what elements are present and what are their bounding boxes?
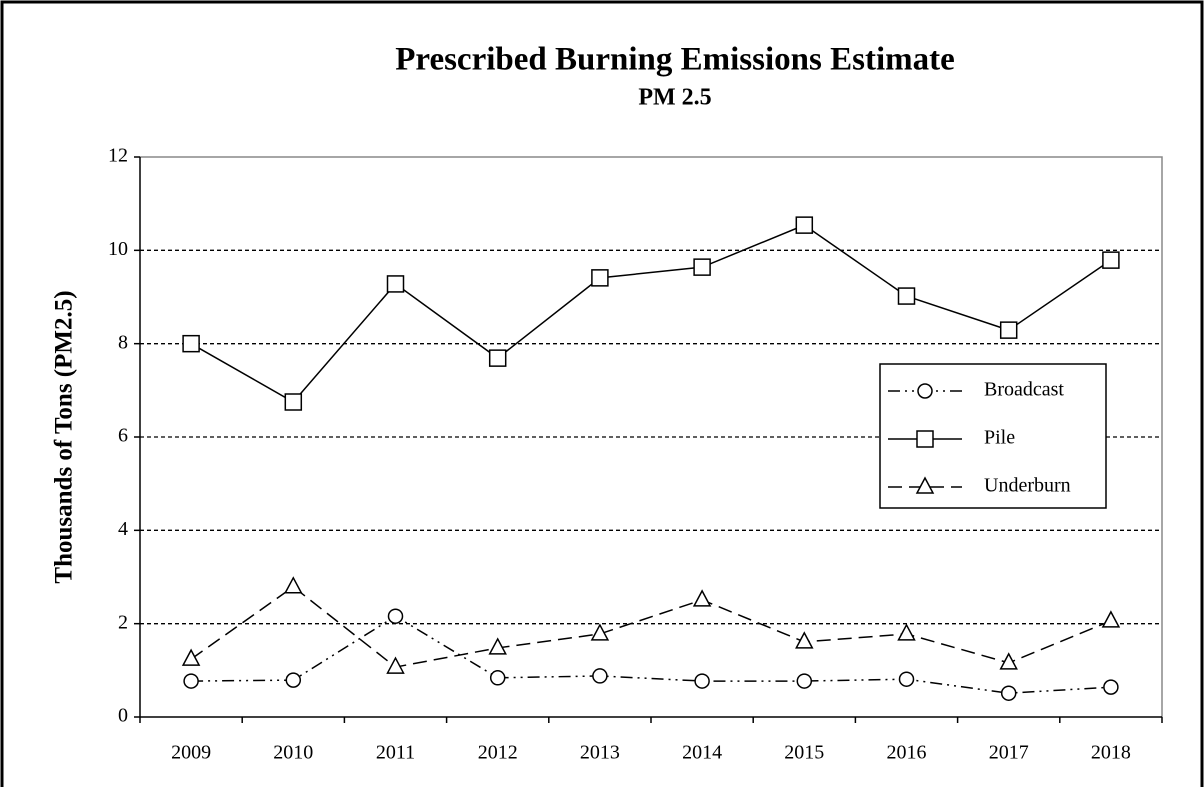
legend: Broadcast Pile Underburn: [879, 363, 1107, 509]
legend-label: Pile: [984, 427, 1015, 449]
marker: [915, 476, 935, 494]
x-tick-label: 2010: [273, 742, 313, 764]
marker: [285, 672, 302, 688]
marker: [182, 334, 200, 353]
legend-label: Broadcast: [984, 379, 1064, 401]
y-tick-label: 4: [118, 518, 128, 540]
marker: [590, 623, 610, 641]
marker: [999, 652, 1018, 670]
y-axis-label: Thousands of Tons (PM2.5): [51, 290, 78, 583]
chart-title: Prescribed Burning Emissions Estimate: [395, 42, 955, 78]
series-line: [190, 585, 1112, 668]
y-tick-label: 2: [118, 611, 128, 633]
marker: [796, 673, 813, 689]
marker: [916, 430, 934, 448]
x-tick-label: 2017: [989, 742, 1029, 764]
chart-subtitle: PM 2.5: [638, 85, 711, 111]
marker: [387, 608, 404, 624]
marker: [1103, 679, 1119, 695]
marker: [386, 275, 405, 293]
x-tick-label: 2016: [887, 742, 927, 764]
marker: [1101, 610, 1121, 628]
marker: [795, 216, 814, 234]
marker: [1102, 251, 1120, 269]
marker: [591, 269, 609, 287]
y-tick-label: 12: [108, 145, 128, 167]
marker: [1000, 685, 1017, 701]
marker: [693, 258, 711, 276]
legend-label: Underburn: [984, 475, 1071, 497]
x-tick-label: 2012: [478, 742, 518, 764]
x-tick-label: 2011: [376, 742, 415, 764]
marker: [592, 668, 608, 684]
y-tick-label: 8: [118, 331, 128, 353]
marker: [488, 349, 507, 367]
series-line: [190, 224, 1112, 403]
y-tick-label: 0: [118, 705, 128, 727]
y-tick-label: 6: [118, 425, 128, 447]
marker: [183, 673, 199, 689]
marker: [795, 631, 814, 649]
y-tick-label: 10: [108, 238, 128, 260]
marker: [898, 671, 915, 687]
plot-border: [140, 156, 1163, 717]
marker: [284, 393, 303, 411]
x-tick-label: 2013: [580, 742, 620, 764]
marker: [897, 623, 916, 641]
series-line: [191, 615, 1111, 694]
marker: [999, 321, 1018, 339]
marker: [897, 287, 916, 305]
marker: [181, 648, 201, 666]
x-tick-label: 2014: [682, 742, 722, 764]
marker: [489, 670, 506, 686]
marker: [692, 589, 712, 607]
x-tick-label: 2009: [171, 742, 211, 764]
x-tick-label: 2015: [784, 742, 824, 764]
marker: [284, 576, 303, 594]
marker: [488, 637, 507, 655]
marker: [386, 656, 405, 674]
marker: [917, 383, 933, 399]
x-tick-label: 2018: [1091, 742, 1131, 764]
marker: [694, 673, 710, 689]
